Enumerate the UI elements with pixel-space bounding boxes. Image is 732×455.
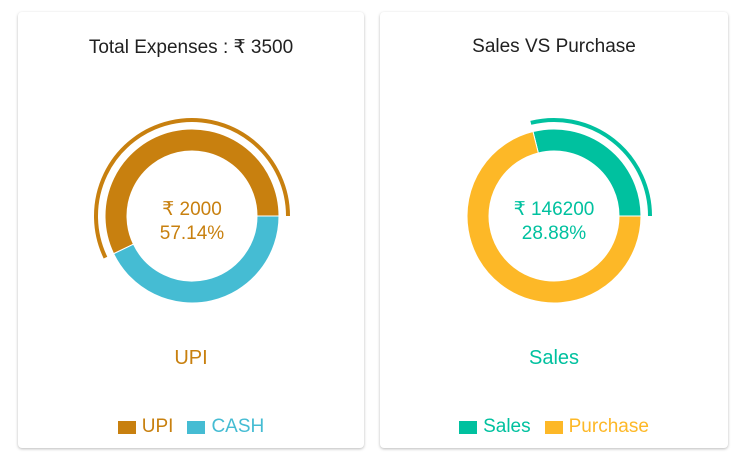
expenses-legend: UPI CASH — [18, 416, 364, 438]
slice-upi[interactable] — [104, 128, 280, 255]
legend-swatch-sales — [459, 420, 478, 434]
sales-donut-chart[interactable]: ₹ 146200 28.88% — [380, 12, 728, 342]
slice-cash[interactable] — [112, 215, 280, 304]
expenses-chart-title: Total Expenses : ₹ 3500 — [88, 37, 294, 58]
sales-legend: Sales Purchase — [380, 416, 728, 438]
legend-label-cash: CASH — [211, 416, 265, 437]
legend-swatch-purchase — [544, 420, 563, 434]
legend-label-purchase: Purchase — [568, 416, 649, 437]
legend-swatch-upi — [117, 420, 136, 434]
slice-purchase[interactable] — [466, 130, 642, 304]
legend-item-purchase[interactable]: Purchase — [544, 416, 649, 438]
sales-chart-title: Sales VS Purchase — [472, 36, 636, 57]
center-value-label: ₹ 2000 — [162, 199, 222, 220]
active-slice-highlight-upi — [94, 118, 290, 259]
legend-swatch-cash — [187, 420, 206, 434]
expenses-donut-chart[interactable]: ₹ 2000 57.14% — [18, 12, 364, 342]
sales-purchase-card: Sales VS Purchase ₹ 146200 28.88% Sales S… — [380, 12, 728, 448]
active-slice-highlight-sales — [530, 118, 652, 217]
legend-item-sales[interactable]: Sales — [459, 416, 531, 438]
center-value-label: ₹ 146200 — [514, 199, 595, 220]
legend-item-upi[interactable]: UPI — [117, 416, 174, 438]
sales-active-slice-label: Sales — [528, 347, 580, 369]
legend-label-sales: Sales — [483, 416, 531, 437]
expenses-card: Total Expenses : ₹ 3500 ₹ 2000 57.14% UPI… — [18, 12, 364, 448]
center-percent-label: 28.88% — [522, 223, 587, 244]
legend-label-upi: UPI — [141, 416, 174, 437]
center-percent-label: 57.14% — [160, 223, 225, 244]
legend-item-cash[interactable]: CASH — [187, 416, 264, 438]
expenses-active-slice-label: UPI — [174, 347, 208, 369]
